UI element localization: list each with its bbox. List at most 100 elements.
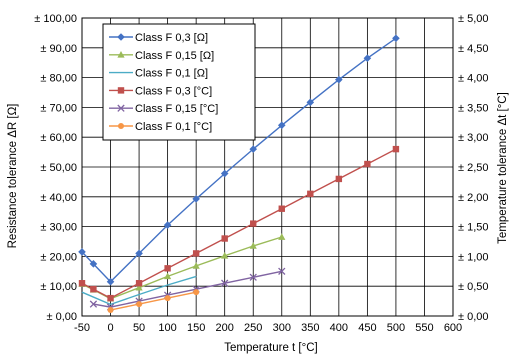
legend-entry: Class F 0,1 [Ω] bbox=[109, 68, 208, 80]
x-tick-label: -50 bbox=[74, 322, 90, 334]
x-tick-label: 50 bbox=[133, 322, 145, 334]
circle-marker bbox=[193, 289, 200, 296]
y-left-tick-label: ± 20,00 bbox=[40, 251, 77, 263]
square-marker bbox=[90, 285, 97, 293]
square-marker bbox=[364, 160, 371, 168]
x-tick-label: 250 bbox=[244, 322, 262, 334]
y-right-tick-label: ± 2,00 bbox=[458, 192, 489, 204]
y-left-tick-label: ± 90,00 bbox=[40, 43, 77, 55]
square-marker bbox=[117, 87, 125, 94]
square-marker bbox=[278, 205, 285, 212]
legend-entry: Class F 0,15 [°C] bbox=[109, 103, 218, 115]
triangle-marker bbox=[278, 233, 286, 240]
legend-box bbox=[102, 23, 256, 141]
circle-marker bbox=[107, 307, 114, 314]
x-marker-stroke bbox=[249, 273, 257, 281]
x-tick-label: 600 bbox=[444, 322, 462, 334]
y-right-tick-label: ± 5,00 bbox=[458, 13, 489, 25]
y-right-tick-label: ± 4,50 bbox=[458, 43, 489, 55]
circle-marker bbox=[136, 301, 143, 308]
diamond-marker bbox=[220, 169, 229, 178]
y-right-tick-label: ± 0,50 bbox=[458, 281, 489, 293]
diamond-marker bbox=[192, 195, 200, 203]
triangle-marker bbox=[135, 283, 143, 291]
legend-label: Class F 0,15 [°C] bbox=[135, 103, 218, 115]
y-left-tick-label: ± 70,00 bbox=[40, 102, 77, 114]
legend-entry: Class F 0,3 [Ω] bbox=[109, 32, 208, 44]
x-tick-label: 350 bbox=[301, 322, 319, 334]
square-marker bbox=[164, 265, 171, 272]
diamond-marker bbox=[89, 260, 98, 268]
legend-entry: Class F 0,1 [°C] bbox=[109, 121, 212, 133]
y-right-tick-label: ± 2,50 bbox=[458, 162, 489, 174]
legend-label: Class F 0,3 [Ω] bbox=[135, 32, 208, 44]
series-6 bbox=[107, 289, 200, 314]
series-1 bbox=[78, 34, 400, 286]
series-3 bbox=[81, 275, 197, 306]
x-tick-label: 550 bbox=[415, 322, 433, 334]
diamond-marker bbox=[392, 34, 400, 43]
legend-label: Class F 0,15 [Ω] bbox=[135, 50, 214, 62]
legend-entry: Class F 0,15 [Ω] bbox=[109, 50, 214, 62]
diamond-marker bbox=[249, 145, 258, 153]
x-tick-label: 300 bbox=[273, 322, 291, 334]
triangle-marker bbox=[221, 252, 229, 259]
y-left-tick-label: ± 10,00 bbox=[40, 281, 77, 293]
y-right-tick-label: ± 1,00 bbox=[458, 251, 489, 263]
x-marker bbox=[278, 267, 286, 275]
y-left-tick-label: ± 100,00 bbox=[34, 13, 77, 25]
diamond-marker bbox=[163, 221, 172, 229]
triangle-marker bbox=[117, 51, 125, 58]
diamond-marker bbox=[78, 248, 86, 256]
series-line bbox=[81, 275, 197, 306]
diamond-marker bbox=[363, 54, 372, 63]
x-marker bbox=[117, 104, 125, 112]
series-line bbox=[93, 270, 282, 308]
x-marker bbox=[221, 279, 229, 287]
y-axis-left-title: Resistance tolerance ΔR [Ω] bbox=[7, 104, 19, 249]
y-left-tick-label: ± 0,00 bbox=[46, 311, 77, 323]
triangle-marker bbox=[192, 262, 200, 269]
legend-label: Class F 0,1 [Ω] bbox=[135, 68, 208, 80]
x-tick-label: 450 bbox=[358, 322, 376, 334]
diamond-marker bbox=[106, 277, 115, 286]
x-marker bbox=[89, 300, 98, 308]
x-tick-labels: -50 0 50 100 150 200 250 300 350 400 450 500 550 600 bbox=[74, 322, 462, 334]
diamond-marker bbox=[135, 249, 143, 258]
y-left-tick-labels: ± 0,00 ± 10,00 ± 20,00 ± 30,00 ± 40,00 ± 50,0… bbox=[34, 13, 77, 323]
y-left-tick-label: ± 40,00 bbox=[40, 192, 77, 204]
x-tick-label: 150 bbox=[187, 322, 205, 334]
y-left-tick-label: ± 60,00 bbox=[40, 132, 77, 144]
x-tick-label: 400 bbox=[330, 322, 348, 334]
square-marker bbox=[307, 190, 314, 198]
y-right-tick-label: ± 1,50 bbox=[458, 222, 489, 234]
circle-marker bbox=[164, 295, 171, 302]
x-marker-stroke bbox=[89, 300, 98, 308]
square-marker bbox=[335, 175, 343, 183]
diamond-marker bbox=[335, 75, 343, 84]
square-marker bbox=[392, 145, 400, 153]
square-marker bbox=[221, 235, 228, 242]
x-tick-label: 500 bbox=[387, 322, 405, 334]
legend-entry: Class F 0,3 [°C] bbox=[109, 85, 212, 97]
series-line bbox=[110, 291, 197, 311]
y-right-tick-label: ± 0,00 bbox=[458, 311, 489, 323]
diamond-marker bbox=[277, 121, 286, 130]
x-tick-label: 0 bbox=[107, 322, 113, 334]
y-right-tick-label: ± 4,00 bbox=[458, 73, 489, 85]
square-marker bbox=[78, 280, 86, 287]
x-axis-title: Temperature t [°C] bbox=[224, 342, 317, 354]
y-left-tick-label: ± 80,00 bbox=[40, 73, 77, 85]
x-marker-stroke bbox=[278, 267, 286, 275]
triangle-marker bbox=[249, 242, 257, 249]
square-marker bbox=[107, 294, 114, 302]
y-right-tick-labels: ± 0,00 ± 0,50 ± 1,00 ± 1,50 ± 2,00 ± 2,50 ± 3,… bbox=[458, 13, 489, 323]
plot-frame bbox=[81, 17, 454, 317]
y-left-tick-label: ± 30,00 bbox=[40, 222, 77, 234]
y-axis-right-title: Temperature tolerance Δt [°C] bbox=[497, 92, 509, 244]
y-right-tick-label: ± 3,00 bbox=[458, 132, 489, 144]
legend: Class F 0,3 [Ω] Class F 0,15 [Ω] Class F 0… bbox=[102, 23, 256, 141]
y-left-tick-label: ± 50,00 bbox=[40, 162, 77, 174]
